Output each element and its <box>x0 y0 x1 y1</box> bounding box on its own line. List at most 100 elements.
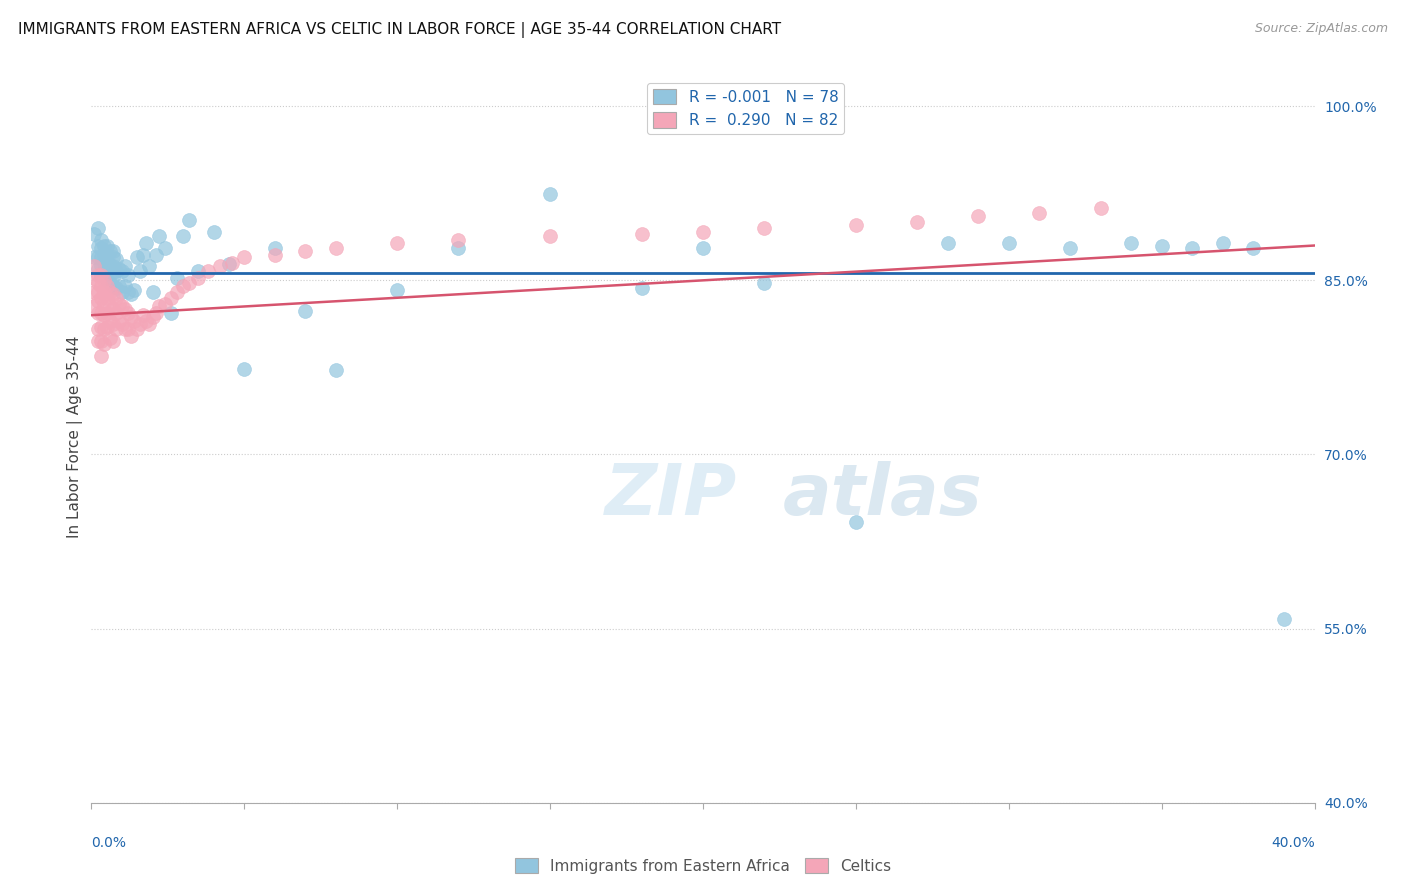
Point <box>1090 202 1112 216</box>
Point <box>447 233 470 247</box>
Point <box>98 331 121 345</box>
Point <box>90 233 112 247</box>
Point <box>967 210 990 224</box>
Point <box>631 281 654 295</box>
Point <box>120 329 142 343</box>
Point <box>90 291 112 305</box>
Point <box>135 236 157 251</box>
Point <box>172 229 194 244</box>
Text: ZIP: ZIP <box>605 461 737 530</box>
Point <box>90 349 112 363</box>
Point <box>86 250 108 264</box>
Point <box>86 322 108 336</box>
Point <box>93 296 115 310</box>
Point <box>108 296 131 310</box>
Point <box>845 218 868 232</box>
Point <box>754 276 776 290</box>
Point <box>101 250 124 264</box>
Point <box>1243 241 1265 255</box>
Point <box>187 271 209 285</box>
Point <box>1059 241 1081 255</box>
Point <box>86 221 108 235</box>
Text: atlas: atlas <box>783 461 983 530</box>
Point <box>692 225 714 239</box>
Point <box>132 248 155 262</box>
Point <box>83 260 105 274</box>
Point <box>179 213 201 227</box>
Point <box>1150 238 1173 252</box>
Point <box>86 238 108 252</box>
Point <box>90 306 112 320</box>
Point <box>101 244 124 259</box>
Point <box>122 283 145 297</box>
Y-axis label: In Labor Force | Age 35-44: In Labor Force | Age 35-44 <box>67 336 83 538</box>
Point <box>104 264 127 278</box>
Point <box>96 248 118 262</box>
Point <box>148 299 170 313</box>
Legend: R = -0.001   N = 78, R =  0.290   N = 82: R = -0.001 N = 78, R = 0.290 N = 82 <box>647 83 845 135</box>
Point <box>93 246 115 260</box>
Point <box>160 306 183 320</box>
Point <box>104 252 127 267</box>
Point <box>160 291 183 305</box>
Point <box>132 308 155 322</box>
Point <box>86 276 108 290</box>
Point <box>83 285 105 299</box>
Point <box>120 310 142 325</box>
Point <box>153 296 176 310</box>
Point <box>845 515 868 529</box>
Point <box>754 221 776 235</box>
Point <box>148 229 170 244</box>
Point <box>98 276 121 290</box>
Point <box>93 264 115 278</box>
Point <box>114 260 136 274</box>
Point <box>83 227 105 241</box>
Point <box>153 241 176 255</box>
Point <box>233 250 256 264</box>
Point <box>294 303 316 318</box>
Point <box>905 215 928 229</box>
Point <box>83 250 105 264</box>
Point <box>117 306 139 320</box>
Point <box>90 241 112 255</box>
Point <box>166 271 188 285</box>
Point <box>90 268 112 282</box>
Point <box>325 241 347 255</box>
Point <box>83 299 105 313</box>
Point <box>692 241 714 255</box>
Point <box>98 268 121 282</box>
Point <box>96 256 118 270</box>
Point <box>108 279 131 293</box>
Point <box>83 271 105 285</box>
Point <box>111 318 134 332</box>
Point <box>90 279 112 293</box>
Point <box>96 279 118 293</box>
Point <box>202 225 225 239</box>
Point <box>93 273 115 287</box>
Point <box>93 337 115 351</box>
Point <box>101 318 124 332</box>
Point <box>264 248 287 262</box>
Point <box>86 261 108 276</box>
Point <box>166 285 188 299</box>
Point <box>129 264 152 278</box>
Point <box>111 285 134 299</box>
Point <box>1121 236 1143 251</box>
Point <box>114 302 136 317</box>
Point <box>179 276 201 290</box>
Point <box>104 291 127 305</box>
Point <box>101 302 124 317</box>
Point <box>172 279 194 293</box>
Point <box>104 306 127 320</box>
Point <box>233 361 256 376</box>
Point <box>264 241 287 255</box>
Point <box>96 306 118 320</box>
Point <box>96 264 118 278</box>
Point <box>1272 612 1295 626</box>
Point <box>93 285 115 299</box>
Point <box>104 281 127 295</box>
Point <box>138 260 160 274</box>
Point <box>631 227 654 241</box>
Point <box>936 236 959 251</box>
Point <box>114 279 136 293</box>
